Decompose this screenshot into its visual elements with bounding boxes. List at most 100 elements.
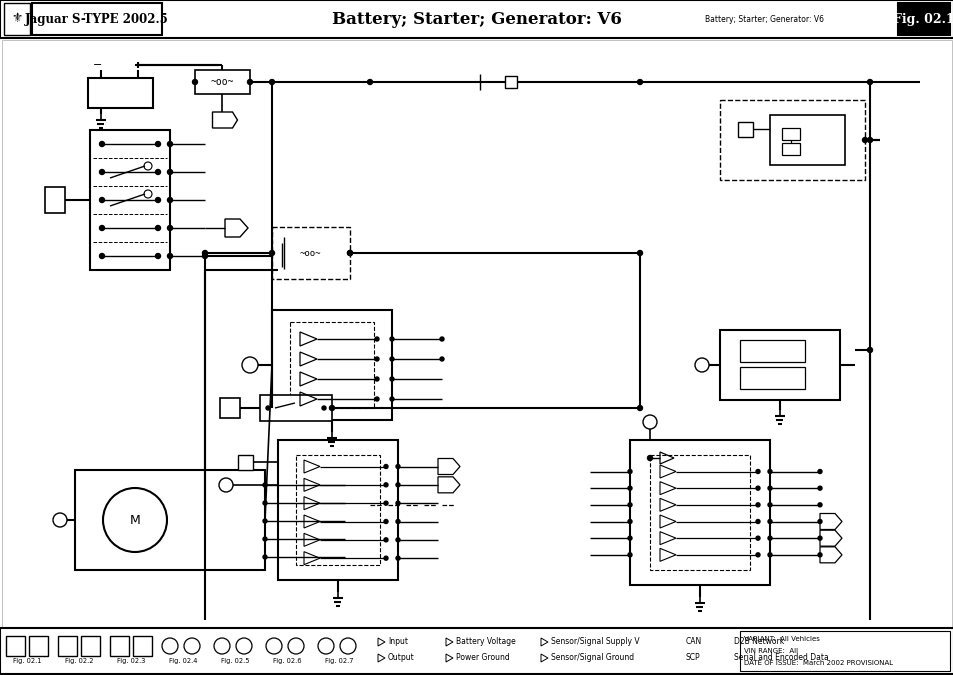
Circle shape xyxy=(395,538,399,542)
Circle shape xyxy=(817,536,821,540)
Circle shape xyxy=(99,254,105,259)
Bar xyxy=(897,3,949,35)
Text: M: M xyxy=(130,514,140,526)
Text: Fig. 02.1: Fig. 02.1 xyxy=(892,14,953,26)
Bar xyxy=(194,70,250,94)
Circle shape xyxy=(390,337,394,341)
Text: D2B Network: D2B Network xyxy=(733,637,783,647)
Circle shape xyxy=(269,250,274,256)
Circle shape xyxy=(755,520,760,524)
Circle shape xyxy=(367,80,372,84)
Text: Fig. 02.5: Fig. 02.5 xyxy=(220,658,249,664)
Circle shape xyxy=(375,337,378,341)
Text: Sensor/Signal Ground: Sensor/Signal Ground xyxy=(551,653,634,662)
Circle shape xyxy=(375,357,378,361)
Bar xyxy=(769,115,844,165)
Bar xyxy=(88,78,152,108)
Circle shape xyxy=(390,397,394,401)
Text: Jaguar S-TYPE 2002.5: Jaguar S-TYPE 2002.5 xyxy=(25,14,169,26)
Circle shape xyxy=(755,553,760,557)
Text: Power Ground: Power Ground xyxy=(456,653,509,662)
Text: −: − xyxy=(93,60,103,70)
Text: ~oo~: ~oo~ xyxy=(211,77,234,87)
Circle shape xyxy=(263,537,267,541)
Circle shape xyxy=(155,169,160,175)
Bar xyxy=(781,143,800,155)
Circle shape xyxy=(384,501,388,505)
Text: Input: Input xyxy=(388,637,408,647)
Circle shape xyxy=(168,254,172,259)
Circle shape xyxy=(395,483,399,487)
Circle shape xyxy=(168,169,172,175)
Circle shape xyxy=(384,483,388,487)
Circle shape xyxy=(263,555,267,559)
Text: VIN RANGE:  All: VIN RANGE: All xyxy=(743,648,798,654)
Bar xyxy=(740,367,804,389)
Circle shape xyxy=(168,225,172,230)
Bar xyxy=(90,130,170,270)
Circle shape xyxy=(862,138,866,142)
Bar xyxy=(58,636,77,656)
Polygon shape xyxy=(540,638,547,646)
Circle shape xyxy=(817,486,821,490)
Bar xyxy=(290,322,374,408)
Circle shape xyxy=(155,225,160,230)
Circle shape xyxy=(269,80,274,84)
Circle shape xyxy=(755,503,760,507)
Bar xyxy=(75,470,265,570)
Bar xyxy=(738,122,752,137)
Circle shape xyxy=(627,503,631,507)
Bar xyxy=(649,455,749,570)
Circle shape xyxy=(202,250,208,256)
Circle shape xyxy=(637,406,641,410)
Circle shape xyxy=(637,250,641,256)
Bar xyxy=(277,440,397,580)
Circle shape xyxy=(329,406,335,410)
Circle shape xyxy=(817,520,821,524)
Text: Battery; Starter; Generator: V6: Battery; Starter; Generator: V6 xyxy=(332,11,621,28)
Polygon shape xyxy=(446,654,453,662)
Circle shape xyxy=(395,501,399,505)
Text: SCP: SCP xyxy=(685,653,700,662)
Bar xyxy=(272,310,392,420)
Circle shape xyxy=(168,198,172,202)
Text: Fig. 02.7: Fig. 02.7 xyxy=(324,658,353,664)
Circle shape xyxy=(247,80,253,84)
Text: Fig. 02.4: Fig. 02.4 xyxy=(169,658,197,664)
Circle shape xyxy=(627,536,631,540)
Bar xyxy=(220,398,240,418)
Circle shape xyxy=(647,456,652,460)
Circle shape xyxy=(866,80,872,84)
Circle shape xyxy=(627,470,631,473)
Bar xyxy=(32,3,162,35)
Bar xyxy=(237,455,253,470)
Bar xyxy=(6,636,25,656)
Circle shape xyxy=(767,470,771,473)
Text: Fig. 02.6: Fig. 02.6 xyxy=(273,658,301,664)
Bar xyxy=(272,227,350,279)
Circle shape xyxy=(266,406,270,410)
Bar xyxy=(0,628,953,674)
Circle shape xyxy=(168,142,172,146)
Text: ⚜: ⚜ xyxy=(11,13,23,26)
Circle shape xyxy=(263,501,267,505)
Text: Battery; Starter; Generator: V6: Battery; Starter; Generator: V6 xyxy=(705,16,823,24)
Circle shape xyxy=(627,520,631,524)
Circle shape xyxy=(384,538,388,542)
Text: Fig. 02.2: Fig. 02.2 xyxy=(65,658,93,664)
Bar xyxy=(45,187,65,213)
Bar xyxy=(740,340,804,362)
Text: DATE OF ISSUE:  March 2002 PROVISIONAL: DATE OF ISSUE: March 2002 PROVISIONAL xyxy=(743,660,892,666)
Bar xyxy=(81,636,100,656)
Circle shape xyxy=(866,348,872,352)
Circle shape xyxy=(395,520,399,524)
Circle shape xyxy=(439,357,443,361)
Circle shape xyxy=(347,250,352,256)
Bar xyxy=(2,40,951,628)
Bar xyxy=(110,636,129,656)
Circle shape xyxy=(866,138,872,142)
Text: Output: Output xyxy=(388,653,415,662)
Polygon shape xyxy=(377,654,385,662)
Circle shape xyxy=(384,464,388,468)
Bar xyxy=(132,636,152,656)
